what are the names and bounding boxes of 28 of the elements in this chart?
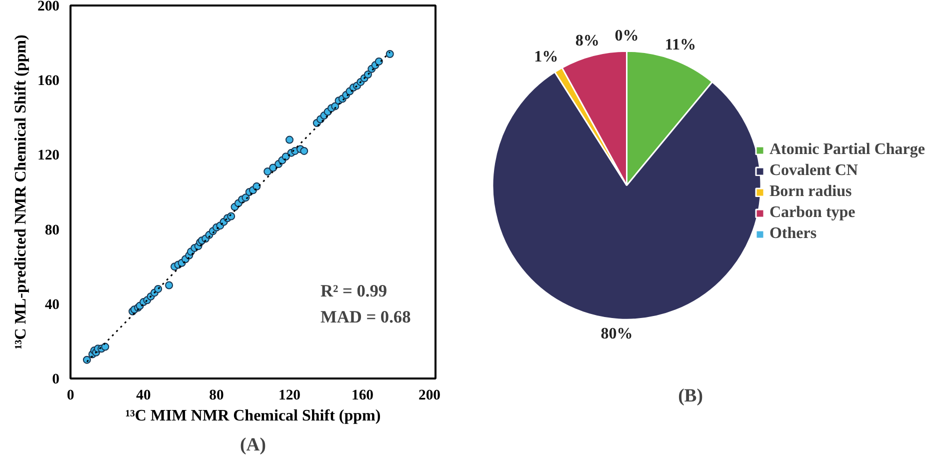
y-tick-label: 80: [44, 222, 60, 238]
data-label: 8%: [575, 32, 600, 50]
y-axis-title: ¹³C ML-predicted NMR Chemical Shift (ppm): [12, 34, 30, 350]
x-tick-label: 120: [278, 388, 300, 404]
y-tick-label: 0: [52, 372, 60, 388]
data-label: 80%: [600, 326, 633, 343]
legend-label: Others: [769, 224, 817, 242]
y-tick-label: 160: [38, 73, 60, 90]
data-label: 1%: [534, 48, 558, 66]
x-axis-title: ¹³C MIM NMR Chemical Shift (ppm): [125, 408, 381, 424]
annotation: R² = 0.99: [320, 282, 388, 300]
x-tick-label: 40: [136, 388, 151, 404]
text: (A): [240, 434, 266, 456]
legend-label: Atomic Partial Charge: [769, 140, 925, 158]
text: 0%: [614, 28, 639, 45]
legend-label: Covalent CN: [769, 162, 858, 180]
data-label: 11%: [664, 36, 696, 54]
annotation: MAD = 0.68: [320, 308, 412, 326]
text: (B): [678, 386, 703, 406]
legend-label: Born radius: [769, 182, 852, 200]
x-tick-label: 0: [66, 388, 74, 404]
x-tick-label: 80: [209, 388, 224, 404]
legend-label: Carbon type: [769, 204, 856, 222]
x-tick-label: 200: [418, 388, 440, 404]
y-tick-label: 200: [38, 0, 60, 14]
y-tick-label: 40: [44, 296, 60, 313]
x-tick-label: 160: [352, 388, 374, 404]
y-tick-label: 120: [38, 148, 60, 164]
